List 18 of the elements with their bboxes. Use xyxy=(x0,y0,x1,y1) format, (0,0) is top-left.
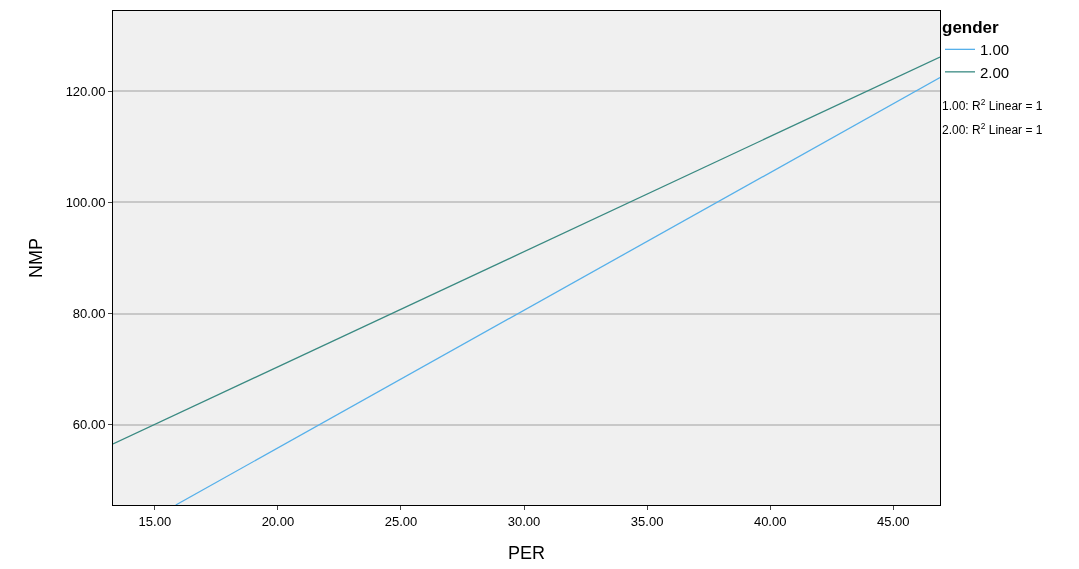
x-tick-label: 40.00 xyxy=(753,513,787,529)
y-tick-label: 100.00 xyxy=(65,195,106,211)
x-tick-label: 25.00 xyxy=(384,513,418,529)
x-tick-label: 30.00 xyxy=(507,513,541,529)
y-tick-label: 60.00 xyxy=(72,417,106,433)
legend-label: 1.00 xyxy=(980,41,1010,59)
x-tick-label: 15.00 xyxy=(138,513,172,529)
x-tick-label: 20.00 xyxy=(261,513,295,529)
legend-title: gender xyxy=(942,18,1000,38)
y-tick-label: 80.00 xyxy=(72,306,106,322)
x-axis-title: PER xyxy=(507,542,546,563)
x-tick-label: 45.00 xyxy=(876,513,910,529)
text: 2.00: R$^{2}$ Linear = 1 xyxy=(942,121,1043,138)
y-axis-title: NMP xyxy=(25,238,46,278)
text: 1.00: R$^{2}$ Linear = 1 xyxy=(942,97,1043,114)
legend-label: 2.00 xyxy=(980,63,1010,81)
y-tick-label: 120.00 xyxy=(65,84,106,100)
x-tick-label: 35.00 xyxy=(630,513,664,529)
